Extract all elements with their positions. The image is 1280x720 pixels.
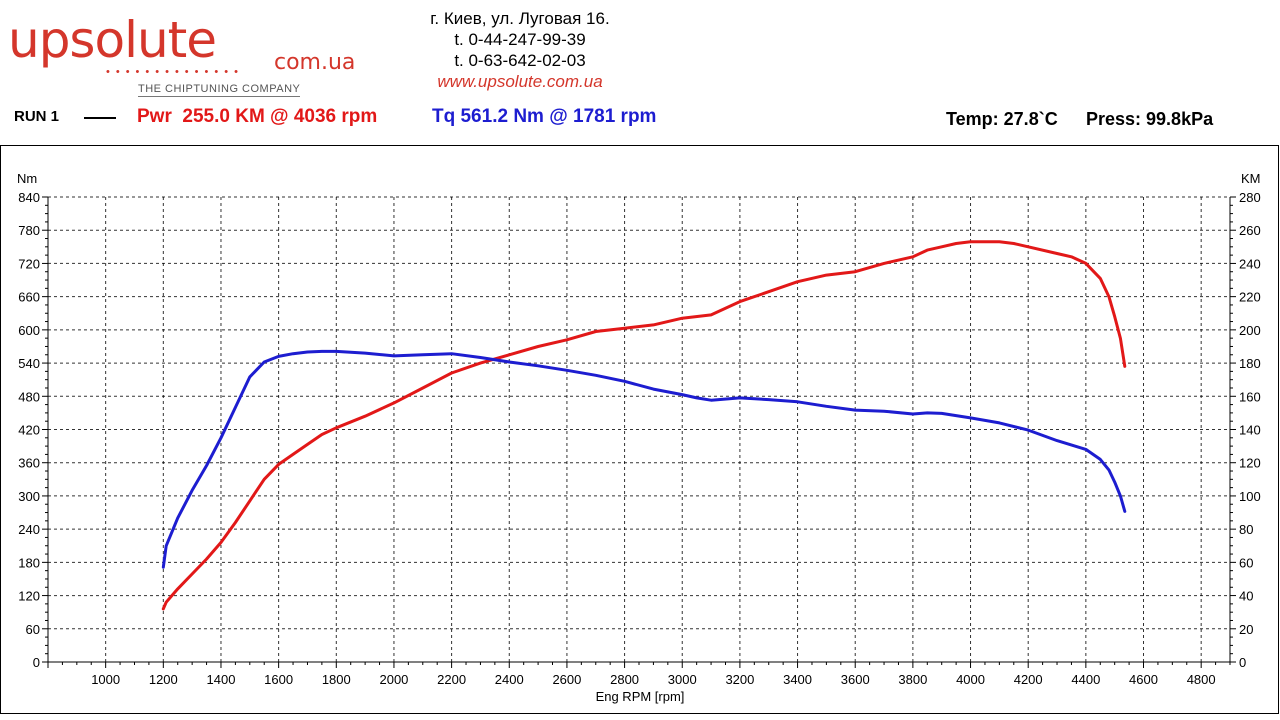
- power-curve: [161, 240, 1127, 611]
- x-tick-label: 1200: [149, 672, 178, 687]
- y-left-tick-label: 840: [18, 190, 40, 205]
- website-link[interactable]: www.upsolute.com.ua: [437, 72, 603, 91]
- phone-2: t. 0-63-642-02-03: [454, 51, 586, 70]
- y-right-tick-label: 200: [1239, 323, 1261, 338]
- x-tick-label: 3400: [783, 672, 812, 687]
- y-axis-left-label: Nm: [17, 171, 37, 186]
- brand-logo: upsolute com.ua •••••••••••••• THE CHIPT…: [8, 10, 388, 100]
- y-right-tick-label: 180: [1239, 356, 1261, 371]
- x-tick-label: 4800: [1187, 672, 1216, 687]
- y-left-tick-label: 420: [18, 423, 40, 438]
- y-left-tick-label: 720: [18, 256, 40, 271]
- x-tick-label: 2600: [552, 672, 581, 687]
- y-left-tick-label: 480: [18, 389, 40, 404]
- y-left-tick-label: 600: [18, 323, 40, 338]
- y-left-tick-label: 540: [18, 356, 40, 371]
- x-tick-label: 3200: [725, 672, 754, 687]
- y-right-tick-label: 60: [1239, 555, 1253, 570]
- chart-grid: [48, 196, 1230, 662]
- y-left-tick-label: 180: [18, 555, 40, 570]
- y-right-tick-label: 280: [1239, 190, 1261, 205]
- x-axis-label: Eng RPM [rpm]: [596, 689, 685, 704]
- phone-1: t. 0-44-247-99-39: [454, 30, 586, 49]
- y-left-tick-label: 0: [33, 655, 40, 670]
- logo-dots: ••••••••••••••: [106, 66, 244, 78]
- pressure-readout: Press: 99.8kPa: [1086, 109, 1214, 129]
- temperature-readout: Temp: 27.8`C: [946, 109, 1058, 129]
- logo-domain: com.ua: [274, 50, 356, 75]
- y-right-tick-label: 160: [1239, 389, 1261, 404]
- y-left-tick-label: 60: [26, 622, 40, 637]
- y-right-tick-label: 260: [1239, 223, 1261, 238]
- x-tick-label: 2200: [437, 672, 466, 687]
- run-line-swatch: [84, 117, 116, 119]
- y-right-tick-label: 40: [1239, 589, 1253, 604]
- y-left-tick-label: 780: [18, 223, 40, 238]
- y-left-tick-label: 240: [18, 522, 40, 537]
- y-right-tick-label: 20: [1239, 622, 1253, 637]
- x-tick-label: 4400: [1071, 672, 1100, 687]
- torque-summary: Tq 561.2 Nm @ 1781 rpm: [432, 106, 657, 127]
- x-tick-label: 1400: [207, 672, 236, 687]
- x-tick-label: 3600: [841, 672, 870, 687]
- x-tick-label: 3000: [668, 672, 697, 687]
- contact-block: г. Киев, ул. Луговая 16. t. 0-44-247-99-…: [400, 8, 640, 92]
- chart-ticks: 1000 1200 1400 1600 1800 2000 2200 2400 2600 2800…: [18, 190, 1260, 687]
- y-right-tick-label: 80: [1239, 522, 1253, 537]
- y-left-tick-label: 660: [18, 290, 40, 305]
- run-summary-bar: RUN 1 Pwr 255.0 KM @ 4036 rpm Tq 561.2 N…: [0, 103, 1280, 131]
- y-right-tick-label: 140: [1239, 423, 1261, 438]
- y-left-tick-label: 120: [18, 589, 40, 604]
- logo-tagline: THE CHIPTUNING COMPANY: [138, 83, 301, 97]
- y-right-tick-label: 0: [1239, 655, 1246, 670]
- y-right-tick-label: 220: [1239, 290, 1261, 305]
- y-axis-right-label: KM: [1241, 171, 1261, 186]
- x-tick-label: 1000: [91, 672, 120, 687]
- x-tick-label: 4600: [1129, 672, 1158, 687]
- y-right-tick-label: 240: [1239, 256, 1261, 271]
- y-right-tick-label: 100: [1239, 489, 1261, 504]
- logo-wordmark: upsolute: [8, 11, 217, 69]
- x-tick-label: 2400: [495, 672, 524, 687]
- address: г. Киев, ул. Луговая 16.: [430, 9, 610, 28]
- x-tick-label: 1800: [322, 672, 351, 687]
- torque-curve: [161, 349, 1127, 569]
- run-label: RUN 1: [14, 108, 60, 125]
- y-left-tick-label: 360: [18, 456, 40, 471]
- x-tick-label: 3800: [898, 672, 927, 687]
- y-right-tick-label: 120: [1239, 456, 1261, 471]
- chart-frame: [0, 145, 1279, 714]
- x-tick-label: 4000: [956, 672, 985, 687]
- x-tick-label: 2000: [379, 672, 408, 687]
- x-tick-label: 2800: [610, 672, 639, 687]
- chart-series: [161, 240, 1127, 611]
- power-summary: Pwr 255.0 KM @ 4036 rpm: [137, 106, 378, 127]
- x-tick-label: 4200: [1014, 672, 1043, 687]
- y-left-tick-label: 300: [18, 489, 40, 504]
- dyno-chart: 1000 1200 1400 1600 1800 2000 2200 2400 2600 2800…: [0, 145, 1279, 714]
- x-tick-label: 1600: [264, 672, 293, 687]
